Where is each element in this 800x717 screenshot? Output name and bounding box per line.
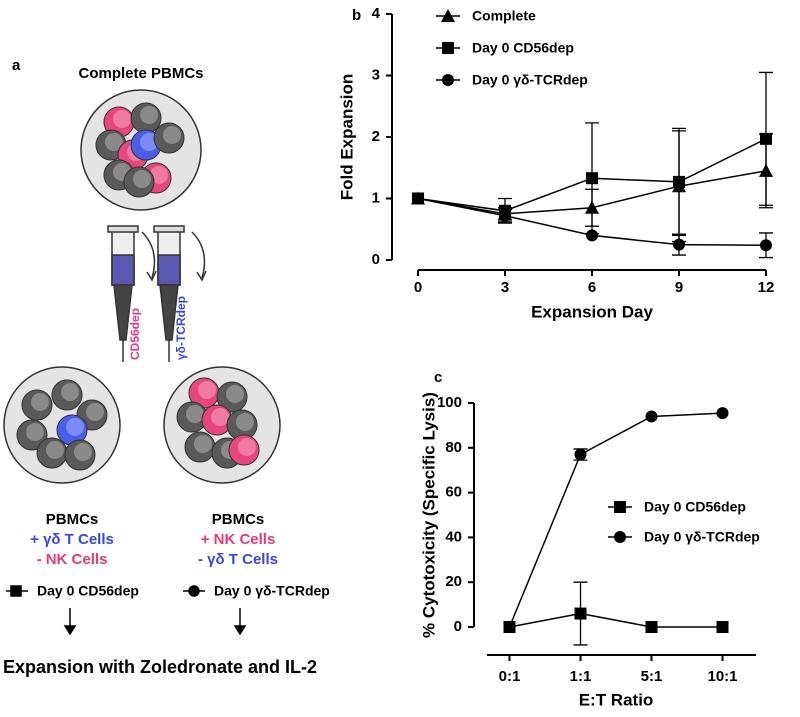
- cell-nucleus: [140, 106, 158, 124]
- legend-label: Day 0 CD56dep: [37, 583, 139, 599]
- cell-nucleus: [194, 435, 212, 453]
- group-plus: + NK Cells: [201, 531, 276, 548]
- y-tick-label: 0: [372, 251, 380, 268]
- cell-nucleus: [31, 393, 49, 411]
- y-tick-label: 4: [372, 5, 381, 22]
- y-tick-label: 20: [445, 573, 462, 590]
- y-tick-label: 1: [372, 189, 380, 206]
- group-title: PBMCs: [46, 511, 99, 528]
- legend-marker: [614, 501, 626, 513]
- cell-nucleus: [46, 441, 64, 459]
- cell-nucleus: [26, 423, 44, 441]
- x-tick-label: 0: [414, 279, 422, 296]
- x-tick-label: 3: [501, 279, 509, 296]
- y-tick-label: 2: [372, 128, 380, 145]
- legend-marks: [6, 585, 205, 597]
- x-tick-label: 6: [588, 279, 596, 296]
- x-axis-label: E:T Ratio: [579, 690, 654, 709]
- cell-nucleus: [61, 383, 79, 401]
- data-point: [412, 192, 424, 205]
- y-tick-label: 100: [437, 394, 462, 411]
- cell-nucleus: [86, 403, 104, 421]
- group-minus: - NK Cells: [37, 551, 108, 568]
- group-minus: - γδ T Cells: [198, 551, 278, 568]
- legend-marker: [614, 531, 626, 543]
- data-point: [673, 238, 685, 251]
- data-point: [586, 172, 598, 185]
- legend-marker: [442, 42, 454, 54]
- panel-label: a: [12, 57, 21, 74]
- data-point: [586, 229, 598, 242]
- y-tick-label: 0: [454, 618, 462, 635]
- x-tick-label: 5:1: [641, 668, 663, 685]
- data-point: [574, 448, 587, 461]
- x-axis-label: Expansion Day: [531, 302, 653, 321]
- x-tick-label: 0:1: [499, 668, 521, 685]
- legend-marker: [442, 74, 454, 86]
- group-title: PBMCs: [212, 511, 265, 528]
- data-point: [645, 410, 658, 423]
- cell-nucleus: [74, 443, 92, 461]
- legend-label: Day 0 CD56dep: [644, 499, 746, 515]
- arrow: [63, 608, 247, 636]
- data-point: [503, 621, 516, 633]
- x-tick-label: 9: [675, 279, 683, 296]
- legend-marker: [441, 9, 455, 22]
- cell-nucleus: [113, 110, 131, 128]
- legend-label: Day 0 CD56dep: [472, 40, 574, 56]
- panel-label: b: [352, 7, 361, 24]
- cell-nucleus: [238, 438, 256, 456]
- cell-nucleus: [66, 418, 84, 436]
- legend-label: Complete: [472, 8, 536, 24]
- data-point: [499, 209, 511, 222]
- x-tick-label: 12: [758, 279, 775, 296]
- cell-nucleus: [150, 166, 168, 184]
- syringe-label: γδ-TCRdep: [174, 296, 188, 360]
- data-point: [716, 407, 729, 420]
- data-point: [574, 607, 587, 620]
- diagram-title: Complete PBMCs: [78, 65, 203, 82]
- cell-nucleus: [236, 413, 254, 431]
- y-tick-label: 80: [445, 439, 462, 456]
- series-line: [509, 612, 723, 628]
- data-point: [760, 132, 772, 145]
- diagram-footer: Expansion with Zoledronate and IL-2: [3, 657, 317, 677]
- cell-nucleus: [226, 385, 244, 403]
- syringe: [153, 225, 207, 362]
- cell-nucleus: [133, 170, 151, 188]
- series-line: [508, 412, 723, 628]
- cell-nucleus: [163, 126, 181, 144]
- y-tick-label: 40: [445, 528, 462, 545]
- cell-nucleus: [186, 405, 204, 423]
- x-tick-label: 1:1: [570, 668, 592, 685]
- y-tick-label: 3: [372, 66, 380, 83]
- panel-label: c: [434, 369, 442, 386]
- legend-label: Day 0 γδ-TCRdep: [214, 583, 330, 599]
- y-tick-label: 60: [445, 484, 462, 501]
- legend-label: Day 0 γδ-TCRdep: [644, 529, 760, 545]
- cell-nucleus: [211, 408, 229, 426]
- cell-nucleus: [140, 133, 158, 151]
- data-point: [760, 239, 772, 252]
- legend-label: Day 0 γδ-TCRdep: [472, 72, 588, 88]
- cell-nucleus: [198, 381, 216, 399]
- syringe: [107, 225, 157, 362]
- y-axis-label: % Cytotoxicity (Specific Lysis): [419, 392, 438, 638]
- y-axis-label: Fold Expansion: [337, 74, 356, 201]
- data-point: [673, 175, 685, 188]
- diagram-art: [3, 89, 281, 636]
- data-point: [716, 621, 729, 633]
- group-plus: + γδ T Cells: [30, 531, 114, 548]
- syringe-label: CD56dep: [128, 308, 142, 360]
- x-tick-label: 10:1: [707, 668, 737, 685]
- data-point: [645, 621, 658, 633]
- cell-nucleus: [105, 133, 123, 151]
